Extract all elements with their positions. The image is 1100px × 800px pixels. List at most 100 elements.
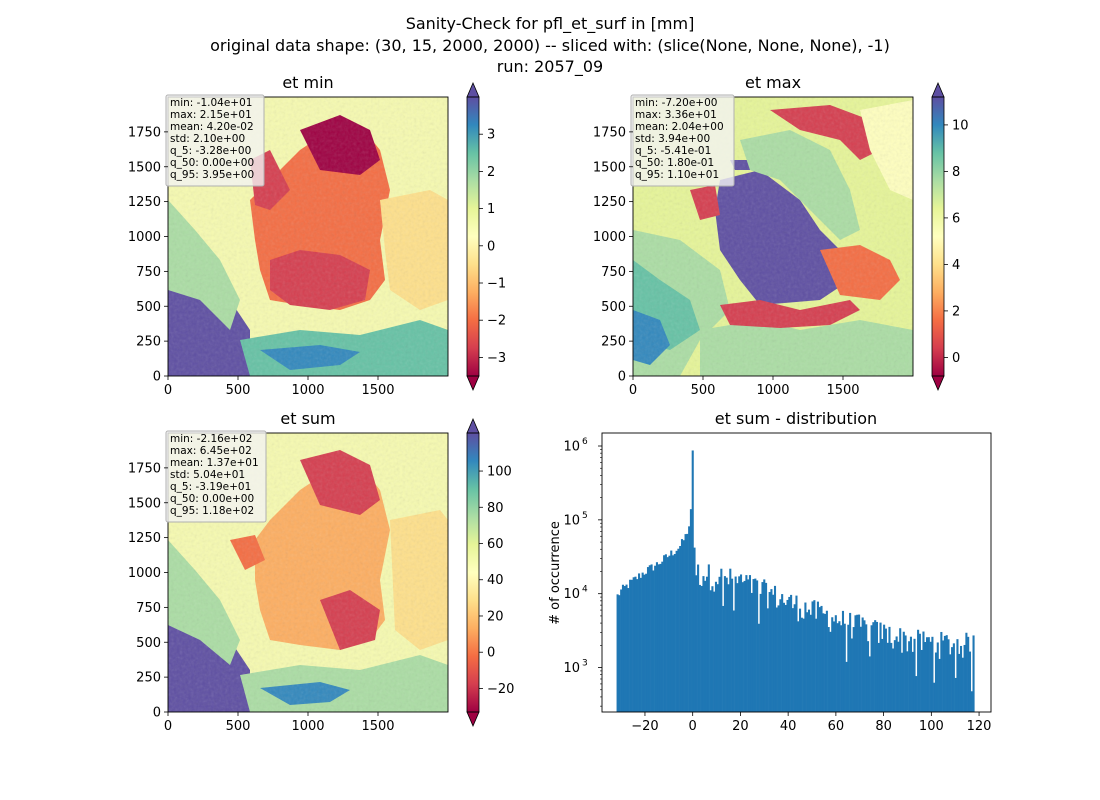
x-tick-label: 1500	[361, 719, 394, 734]
histogram-bar	[856, 614, 859, 712]
histogram-bar	[872, 622, 875, 712]
histogram-bar	[743, 580, 746, 712]
histogram-bar	[765, 582, 768, 712]
histogram-bar	[897, 641, 900, 712]
y-tick-label: 500	[601, 300, 626, 315]
histogram-bar	[904, 635, 907, 712]
colorbar-tick-label: 2	[487, 165, 495, 180]
stats-box: min: -7.20e+00 max: 3.36e+01 mean: 2.04e…	[630, 94, 735, 187]
panel-et-sum-distribution: et sum - distribution −20 0 20 40 60 80 100 120…	[548, 409, 991, 734]
colorbar-frame	[466, 432, 480, 713]
histogram-bar	[747, 579, 750, 712]
x-tick-label: 40	[780, 719, 797, 734]
x-tick-label: 0	[164, 719, 172, 734]
figure-title-line-3: run: 2057_09	[497, 57, 603, 77]
histogram-bar	[718, 576, 721, 712]
panel-title: et sum - distribution	[715, 409, 877, 428]
y-tick-label: 1250	[128, 531, 161, 546]
histogram-bar	[840, 625, 843, 712]
histogram-bar	[731, 578, 734, 712]
stat-line-7: q_95: 1.18e+02	[170, 505, 254, 517]
y-tick-label: 1000	[128, 230, 161, 245]
histogram-bar	[875, 621, 879, 712]
histogram-bar	[661, 561, 664, 712]
y-tick-label: 10	[563, 587, 580, 602]
histogram-bar	[827, 627, 830, 712]
histogram-bar	[818, 607, 821, 712]
histogram-bar	[711, 586, 714, 712]
histogram-bar	[766, 608, 769, 712]
histogram-bar	[866, 641, 870, 712]
histogram-bar	[670, 550, 673, 712]
histogram-bar	[908, 641, 911, 712]
x-tick-label: 1000	[756, 383, 789, 398]
histogram-bar	[859, 626, 862, 712]
y-tick-label: 10	[563, 440, 580, 455]
y-tick-label: 10	[563, 661, 580, 676]
y-tick-label: 1750	[593, 125, 626, 140]
colorbar-extend-min	[931, 375, 945, 392]
histogram-bar	[629, 579, 632, 712]
histogram-bar	[890, 642, 893, 712]
histogram-bar	[677, 548, 680, 712]
histogram-bar	[664, 554, 667, 712]
histogram-bar	[784, 604, 787, 712]
histogram-bar	[675, 550, 678, 712]
x-tick-label: 500	[226, 719, 251, 734]
histogram-bar	[773, 585, 777, 712]
histogram-bar	[947, 639, 950, 712]
y-tick-label: 1500	[593, 160, 626, 175]
histogram-bar	[732, 610, 735, 712]
figure-title-line-1: Sanity-Check for pfl_et_surf in [mm]	[406, 14, 695, 34]
histogram-bar	[838, 621, 841, 712]
histogram-bar	[686, 533, 689, 712]
histogram-bar	[659, 563, 662, 712]
histogram-bar	[895, 636, 898, 712]
y-tick-exponent: 3	[582, 659, 588, 669]
histogram-bar	[949, 654, 952, 712]
histogram-bar	[841, 610, 845, 712]
x-tick-label: 0	[689, 719, 697, 734]
histogram-bar	[739, 574, 743, 712]
y-tick-label: 1250	[128, 195, 161, 210]
histogram-bar	[881, 638, 884, 712]
y-tick-base: 10	[563, 661, 580, 676]
histogram-bar	[791, 608, 794, 712]
histogram-bar	[917, 629, 920, 712]
histogram-bar	[714, 581, 718, 712]
histogram-bar	[782, 602, 785, 712]
histogram-bar	[972, 635, 975, 712]
histogram-bar	[868, 656, 871, 712]
stat-line-6: q_50: 1.80e-01	[635, 157, 714, 169]
colorbar: −20 0 20 40 60 80 100	[466, 417, 514, 728]
stat-line-1: min: -1.04e+01	[170, 97, 252, 109]
histogram-bar	[926, 637, 929, 712]
histogram-bar	[641, 572, 644, 712]
histogram-bar	[802, 618, 805, 712]
histogram-bar	[680, 539, 684, 712]
histogram-bar	[666, 557, 669, 712]
y-tick-label: 1500	[128, 160, 161, 175]
histogram-bar	[725, 577, 728, 712]
histogram-bar	[795, 595, 798, 712]
histogram-bar	[883, 624, 886, 712]
x-tick-label: 120	[967, 719, 992, 734]
x-tick-label: 1500	[826, 383, 859, 398]
histogram-bar	[695, 575, 698, 712]
histogram-bar	[698, 584, 701, 712]
colorbar-tick-label: −1	[487, 277, 506, 292]
histogram-bar	[888, 626, 891, 712]
y-tick-exponent: 4	[582, 585, 588, 595]
stat-line-2: max: 6.45e+02	[170, 445, 252, 457]
histogram-bar	[968, 651, 972, 712]
histogram-bar	[886, 642, 889, 712]
stat-line-6: q_50: 0.00e+00	[170, 493, 254, 505]
histogram-bar	[874, 620, 877, 712]
panel-et-min: et min min: -1.04e+01 max: 2.15e+01 mean…	[128, 73, 506, 398]
histogram-bar	[657, 564, 660, 712]
histogram-bar	[638, 573, 641, 712]
histogram-bar	[959, 645, 963, 712]
histogram-bar	[688, 526, 691, 712]
stat-line-5: q_5: -3.19e+01	[170, 481, 251, 493]
histogram-bar	[639, 577, 642, 712]
